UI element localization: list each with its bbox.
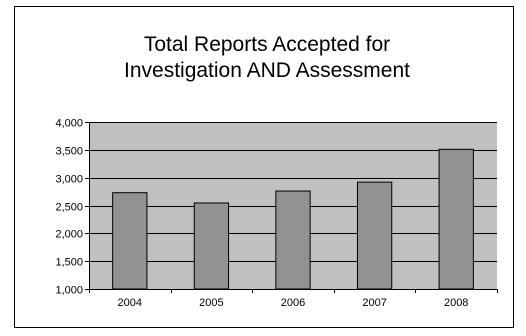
y-tick-label: 4,000: [55, 118, 83, 130]
chart-frame: Total Reports Accepted for Investigation…: [14, 6, 514, 328]
bar-2005: [193, 202, 230, 290]
y-tick-label: 2,500: [55, 202, 83, 214]
axes: [85, 122, 498, 293]
x-tick-label: 2005: [199, 297, 223, 309]
chart-svg: Total Reports Accepted for Investigation…: [55, 33, 498, 309]
bar-2008: [438, 148, 474, 290]
y-tick-label: 3,000: [55, 174, 83, 186]
x-tick-label: 2008: [444, 297, 468, 309]
x-tick-labels: 2004 2005 2006 2007 2008: [118, 297, 469, 309]
x-tick-label: 2004: [118, 297, 142, 309]
chart-title-line-2: Investigation AND Assessment: [124, 59, 410, 82]
y-tick-label: 1,500: [55, 257, 83, 269]
y-tick-label: 1,000: [55, 285, 83, 297]
y-tick-labels: 1,000 1,500 2,000 2,500 3,000 3,500 4,000: [55, 118, 83, 297]
chart-title-line-1: Total Reports Accepted for: [144, 33, 390, 56]
bar-2004: [112, 192, 148, 290]
y-tick-label: 3,500: [55, 146, 83, 158]
x-tick-label: 2006: [281, 297, 305, 309]
y-tick-label: 2,000: [55, 229, 83, 241]
bar-2007: [356, 181, 393, 290]
x-tick-label: 2007: [362, 297, 386, 309]
bar-2006: [275, 190, 311, 290]
